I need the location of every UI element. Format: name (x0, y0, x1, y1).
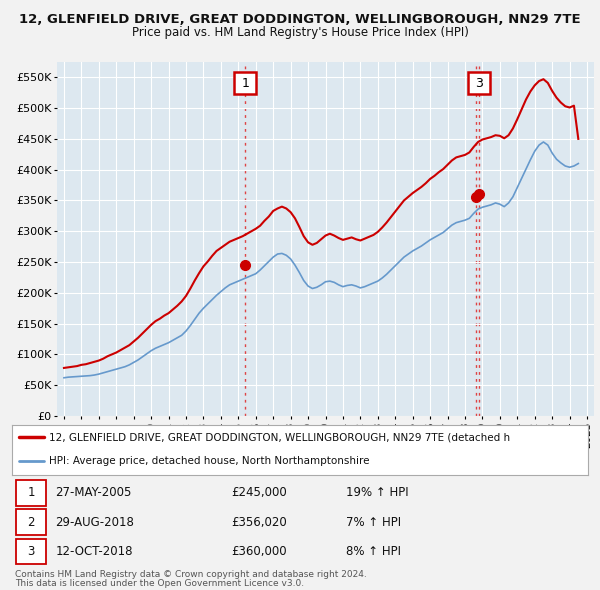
Text: 2: 2 (27, 516, 35, 529)
FancyBboxPatch shape (16, 509, 46, 535)
Text: Contains HM Land Registry data © Crown copyright and database right 2024.: Contains HM Land Registry data © Crown c… (15, 570, 367, 579)
Text: Price paid vs. HM Land Registry's House Price Index (HPI): Price paid vs. HM Land Registry's House … (131, 26, 469, 39)
FancyBboxPatch shape (16, 480, 46, 506)
Text: 1: 1 (242, 77, 250, 90)
Text: 8% ↑ HPI: 8% ↑ HPI (346, 545, 401, 558)
Text: £245,000: £245,000 (231, 486, 287, 500)
Text: 29-AUG-2018: 29-AUG-2018 (55, 516, 134, 529)
Text: 12-OCT-2018: 12-OCT-2018 (55, 545, 133, 558)
Text: 12, GLENFIELD DRIVE, GREAT DODDINGTON, WELLINGBOROUGH, NN29 7TE (detached h: 12, GLENFIELD DRIVE, GREAT DODDINGTON, W… (49, 433, 511, 443)
FancyBboxPatch shape (16, 539, 46, 564)
Text: 27-MAY-2005: 27-MAY-2005 (55, 486, 131, 500)
Text: £356,020: £356,020 (231, 516, 287, 529)
Text: 7% ↑ HPI: 7% ↑ HPI (346, 516, 401, 529)
Text: 3: 3 (28, 545, 35, 558)
Text: This data is licensed under the Open Government Licence v3.0.: This data is licensed under the Open Gov… (15, 579, 304, 588)
Text: HPI: Average price, detached house, North Northamptonshire: HPI: Average price, detached house, Nort… (49, 457, 370, 467)
Text: 19% ↑ HPI: 19% ↑ HPI (346, 486, 409, 500)
Text: £360,000: £360,000 (231, 545, 287, 558)
Text: 1: 1 (27, 486, 35, 500)
Text: 3: 3 (475, 77, 482, 90)
Text: 12, GLENFIELD DRIVE, GREAT DODDINGTON, WELLINGBOROUGH, NN29 7TE: 12, GLENFIELD DRIVE, GREAT DODDINGTON, W… (19, 13, 581, 26)
